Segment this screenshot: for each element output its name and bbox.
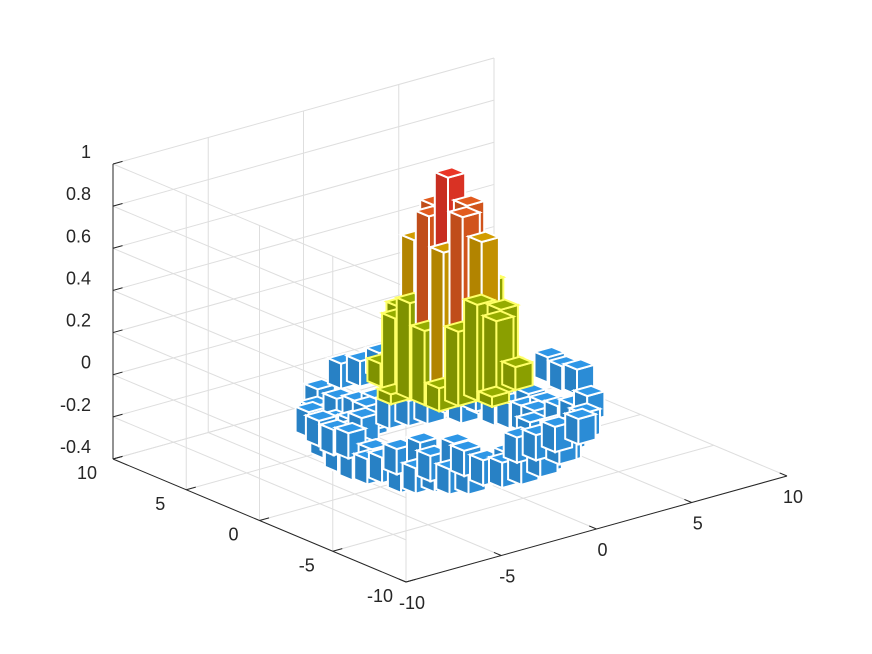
bar-face [463, 297, 479, 403]
bar-top [480, 309, 517, 323]
z-tick-label: 0.2 [66, 311, 91, 331]
z-tick-label: 0 [81, 353, 91, 373]
z-tick [112, 413, 123, 418]
z-tick [112, 371, 123, 376]
x-tick [684, 498, 692, 503]
bar-top [570, 384, 608, 398]
z-tick-label: -0.4 [60, 437, 91, 457]
x-tick-label: 0 [597, 540, 607, 560]
x-tick [493, 551, 502, 556]
bar-top [446, 205, 483, 219]
grid-line [112, 247, 407, 372]
grid-line [112, 57, 495, 165]
bar-top [560, 358, 598, 371]
y-tick-label: 5 [155, 494, 165, 514]
bar-face [429, 245, 445, 402]
bar-face [410, 323, 426, 407]
grid-line [112, 141, 495, 249]
y-tick-label: -10 [367, 586, 393, 606]
z-tick [112, 245, 123, 249]
y-tick-label: -5 [299, 555, 315, 575]
bar-top [332, 421, 369, 435]
y-tick [259, 517, 270, 521]
bar-top [461, 293, 498, 306]
z-tick [112, 160, 123, 165]
grid-line [332, 444, 714, 552]
x-tick [398, 578, 407, 583]
grid-line [112, 163, 407, 288]
bar-top [465, 230, 502, 244]
bar-top [431, 166, 469, 179]
grid-line [112, 205, 407, 330]
bar-face [482, 314, 498, 397]
bar-top [302, 409, 340, 422]
bar-face [395, 296, 411, 401]
z-tick [112, 329, 123, 334]
x-tick [588, 525, 597, 530]
z-tick-label: 0.8 [66, 184, 91, 204]
z-tick-label: 0.4 [66, 268, 91, 288]
bar-top [403, 431, 441, 444]
y-tick [186, 486, 196, 491]
z-tick [112, 455, 123, 460]
bar-top [450, 194, 488, 207]
z-tick-label: 0.6 [66, 226, 91, 246]
grid-line [112, 416, 407, 541]
y-tick-label: 10 [77, 463, 97, 483]
z-tick [112, 203, 123, 207]
bar-top [475, 385, 513, 398]
x-tick [779, 472, 788, 477]
bar-top [562, 407, 599, 421]
bar-top [499, 355, 536, 369]
x-tick-label: -10 [399, 593, 425, 613]
bar-top [345, 406, 382, 420]
bar-top [292, 400, 330, 414]
bar-face [381, 311, 397, 395]
bar-top [484, 298, 521, 311]
y-tick [332, 548, 343, 552]
z-tick-label: -0.2 [60, 395, 91, 415]
x-tick-label: 5 [693, 514, 703, 534]
z-tick [112, 287, 123, 291]
x-tick-label: 10 [783, 487, 803, 507]
y-tick [405, 578, 416, 583]
bar-top [531, 345, 568, 359]
y-tick-label: 0 [228, 525, 238, 545]
bar-top [447, 439, 485, 452]
x-tick-label: -5 [499, 567, 515, 587]
grid-line [112, 99, 495, 207]
z-tick-label: 1 [81, 142, 91, 162]
bar-face [444, 324, 460, 408]
